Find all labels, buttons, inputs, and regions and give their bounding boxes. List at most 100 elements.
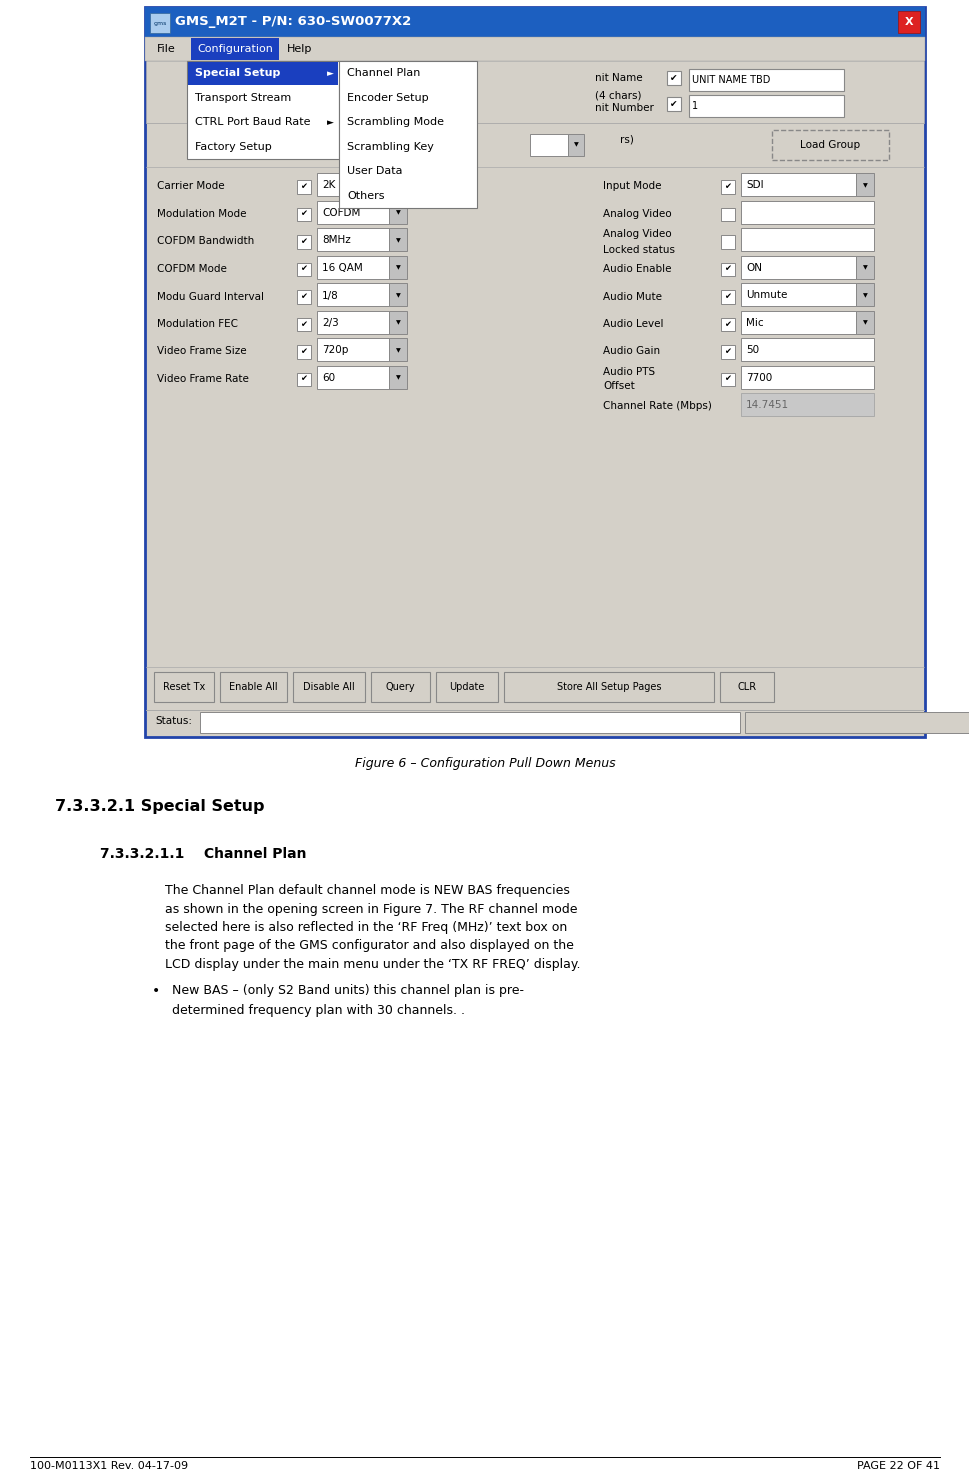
Text: Audio Mute: Audio Mute: [603, 291, 661, 302]
Text: Disable All: Disable All: [302, 682, 355, 692]
Text: Encoder Setup: Encoder Setup: [347, 93, 428, 102]
Text: ✔: ✔: [724, 374, 731, 383]
FancyBboxPatch shape: [370, 671, 429, 703]
Text: GMS_M2T - P/N: 630-SW0077X2: GMS_M2T - P/N: 630-SW0077X2: [174, 15, 411, 28]
Bar: [855, 284, 873, 306]
Bar: [290, 135, 328, 155]
Bar: [720, 180, 734, 194]
Text: selected here is also reflected in the ‘RF Freq (MHz)’ text box on: selected here is also reflected in the ‘…: [165, 921, 567, 935]
Text: Figure 6 – Configuration Pull Down Menus: Figure 6 – Configuration Pull Down Menus: [355, 757, 614, 771]
Bar: [389, 256, 407, 280]
Text: X: X: [904, 16, 913, 27]
Bar: [297, 263, 310, 277]
Text: Video Frame Size: Video Frame Size: [157, 346, 246, 356]
Bar: [720, 209, 734, 222]
Text: LCD display under the main menu under the ‘TX RF FREQ’ display.: LCD display under the main menu under th…: [165, 958, 579, 972]
Bar: [200, 711, 739, 734]
Text: Channel Rate (Mbps): Channel Rate (Mbps): [603, 401, 711, 411]
Text: Input Mode: Input Mode: [603, 182, 661, 191]
Bar: [297, 180, 310, 194]
Bar: [720, 263, 734, 277]
Text: Load Group: Load Group: [799, 141, 860, 149]
Text: Mic: Mic: [745, 318, 763, 328]
Bar: [297, 209, 310, 222]
Text: 1/8: 1/8: [322, 290, 338, 300]
Text: ►: ►: [327, 118, 333, 127]
Text: CLR: CLR: [736, 682, 756, 692]
Bar: [897, 10, 919, 33]
Text: rs): rs): [619, 135, 633, 145]
Bar: [740, 256, 855, 280]
Text: ✔: ✔: [724, 319, 731, 328]
Text: nit Number: nit Number: [594, 104, 653, 112]
FancyBboxPatch shape: [435, 671, 497, 703]
Text: ✔: ✔: [300, 374, 307, 383]
Text: Modu Guard Interval: Modu Guard Interval: [157, 291, 264, 302]
Text: Audio PTS: Audio PTS: [603, 367, 654, 377]
Bar: [389, 311, 407, 334]
Text: 50: 50: [745, 346, 759, 355]
Text: COFDM: COFDM: [322, 209, 360, 217]
Text: Analog Video: Analog Video: [603, 229, 671, 240]
Text: ✔: ✔: [300, 319, 307, 328]
Text: ✔: ✔: [670, 74, 677, 83]
Text: File: File: [157, 44, 175, 55]
Bar: [855, 256, 873, 280]
Text: Others: Others: [347, 191, 384, 201]
Text: •: •: [152, 984, 160, 998]
Text: gms: gms: [153, 21, 167, 25]
Text: ON: ON: [745, 263, 762, 274]
Bar: [667, 98, 680, 111]
Text: ✔: ✔: [300, 348, 307, 356]
Text: ▼: ▼: [395, 321, 400, 325]
Bar: [317, 284, 389, 306]
Text: 7700: 7700: [745, 373, 771, 383]
Text: SDI: SDI: [745, 180, 763, 191]
Text: ►: ►: [327, 68, 333, 78]
Text: 1: 1: [691, 101, 698, 111]
Text: Offset: Offset: [603, 382, 634, 390]
Bar: [740, 339, 873, 361]
Bar: [317, 311, 389, 334]
Text: Configuration: Configuration: [197, 44, 272, 55]
Text: ▼: ▼: [395, 376, 400, 380]
Text: Unmute: Unmute: [745, 290, 787, 300]
Text: 2/3: 2/3: [322, 318, 338, 328]
Bar: [688, 70, 843, 92]
Text: ▼: ▼: [395, 238, 400, 243]
Bar: [317, 365, 389, 389]
Text: Update: Update: [449, 682, 484, 692]
Text: Group N: Group N: [195, 135, 237, 145]
Text: 16 QAM: 16 QAM: [322, 263, 362, 274]
Bar: [317, 201, 389, 223]
Bar: [317, 339, 389, 361]
Text: ✔: ✔: [724, 348, 731, 356]
Text: Video Frame Rate: Video Frame Rate: [157, 374, 249, 385]
Bar: [389, 365, 407, 389]
Text: Transport Stream: Transport Stream: [195, 93, 291, 102]
Bar: [740, 393, 873, 417]
Text: 2: 2: [298, 141, 306, 149]
Text: Query: Query: [386, 682, 415, 692]
Bar: [529, 135, 568, 155]
Text: Help: Help: [287, 44, 312, 55]
Bar: [855, 173, 873, 197]
Text: The Channel Plan default channel mode is NEW BAS frequencies: The Channel Plan default channel mode is…: [165, 884, 570, 896]
Text: User Data: User Data: [347, 166, 402, 176]
Bar: [667, 71, 680, 84]
Text: determined frequency plan with 30 channels. .: determined frequency plan with 30 channe…: [172, 1004, 464, 1018]
Bar: [568, 135, 583, 155]
Bar: [720, 318, 734, 331]
Bar: [688, 95, 843, 117]
Bar: [389, 339, 407, 361]
Text: COFDM Bandwidth: COFDM Bandwidth: [157, 237, 254, 247]
Text: ✔: ✔: [300, 237, 307, 246]
Bar: [338, 61, 477, 209]
Bar: [150, 13, 170, 33]
Bar: [297, 346, 310, 359]
Bar: [389, 173, 407, 197]
Bar: [720, 290, 734, 305]
Bar: [720, 235, 734, 248]
Bar: [328, 135, 344, 155]
Text: Reset Tx: Reset Tx: [163, 682, 204, 692]
